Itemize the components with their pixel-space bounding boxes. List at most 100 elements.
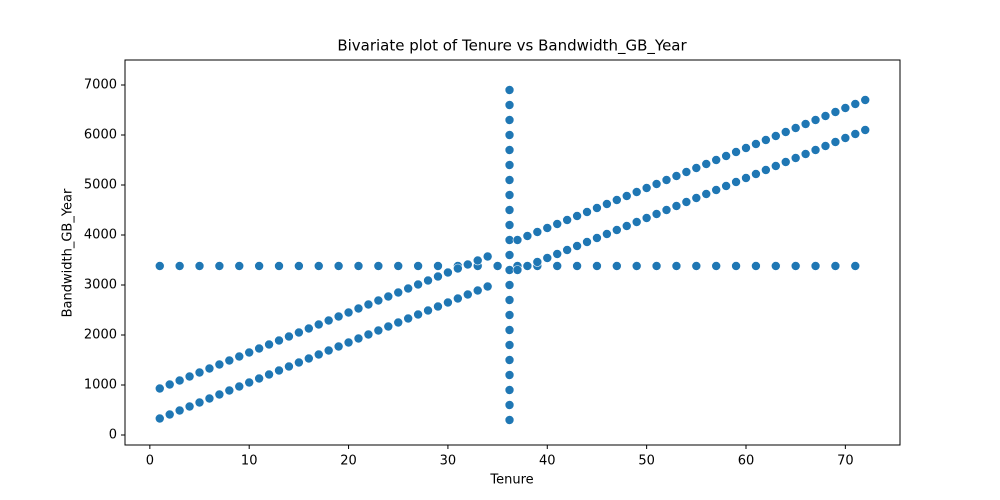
point xyxy=(343,337,354,348)
point xyxy=(204,363,215,374)
point xyxy=(254,261,264,271)
point xyxy=(751,261,761,271)
point xyxy=(661,175,672,185)
point xyxy=(274,335,284,346)
point xyxy=(790,261,801,271)
point xyxy=(504,190,515,200)
point xyxy=(671,261,682,271)
point xyxy=(323,315,334,326)
point xyxy=(504,325,515,335)
point xyxy=(453,263,463,274)
point xyxy=(711,261,721,271)
point xyxy=(403,283,413,294)
point xyxy=(522,261,533,271)
point xyxy=(224,385,235,396)
point xyxy=(504,85,515,95)
point xyxy=(592,233,602,243)
point xyxy=(504,205,515,215)
point xyxy=(612,261,622,271)
point xyxy=(721,151,731,161)
y-tick-label: 0 xyxy=(109,428,117,443)
point xyxy=(751,169,761,179)
point xyxy=(462,289,473,300)
point xyxy=(840,133,851,143)
point xyxy=(504,115,515,125)
point xyxy=(383,321,394,332)
y-tick-label: 3000 xyxy=(84,278,117,293)
point xyxy=(572,241,582,251)
x-tick-label: 30 xyxy=(440,454,457,469)
point xyxy=(284,361,294,372)
point xyxy=(472,255,483,266)
point xyxy=(234,381,245,392)
y-tick-label: 2000 xyxy=(84,328,117,343)
point xyxy=(721,181,731,191)
point xyxy=(363,329,374,340)
point xyxy=(504,295,515,305)
point xyxy=(492,261,503,271)
point xyxy=(504,100,515,110)
point xyxy=(592,203,602,213)
point xyxy=(820,111,831,121)
point xyxy=(393,261,404,271)
point xyxy=(274,261,284,271)
point xyxy=(363,299,374,310)
point xyxy=(572,261,582,271)
point xyxy=(333,261,344,271)
point xyxy=(771,131,781,141)
point xyxy=(353,303,364,314)
point xyxy=(671,171,682,181)
point xyxy=(504,145,515,155)
point xyxy=(860,95,871,105)
point xyxy=(711,185,721,195)
point xyxy=(860,125,871,135)
point xyxy=(651,179,662,189)
point xyxy=(631,187,642,197)
x-tick-label: 70 xyxy=(837,454,854,469)
point xyxy=(184,401,195,412)
point xyxy=(830,261,841,271)
point xyxy=(810,145,821,155)
point xyxy=(780,127,791,137)
point xyxy=(800,119,811,129)
point xyxy=(641,213,652,223)
point xyxy=(651,209,662,219)
point xyxy=(264,339,274,350)
point xyxy=(313,349,324,360)
point xyxy=(304,353,314,364)
point xyxy=(582,207,592,217)
point xyxy=(284,331,294,342)
point xyxy=(532,227,543,237)
point xyxy=(234,261,245,271)
point xyxy=(522,231,533,241)
point xyxy=(413,279,423,290)
x-tick-label: 40 xyxy=(539,454,556,469)
point xyxy=(542,223,553,233)
point xyxy=(562,215,572,225)
point xyxy=(504,280,515,290)
point xyxy=(631,217,642,227)
point xyxy=(194,367,205,378)
x-tick-label: 20 xyxy=(340,454,357,469)
point xyxy=(504,160,515,170)
point xyxy=(741,143,751,153)
point xyxy=(174,375,185,386)
point xyxy=(780,157,791,167)
point xyxy=(830,137,841,147)
point xyxy=(691,163,702,173)
point xyxy=(504,250,515,260)
point xyxy=(413,261,423,271)
point xyxy=(383,291,394,302)
point xyxy=(313,319,324,330)
y-tick-label: 1000 xyxy=(84,378,117,393)
point xyxy=(790,153,801,163)
point xyxy=(810,261,821,271)
point xyxy=(691,261,702,271)
point xyxy=(164,379,175,390)
point xyxy=(333,311,344,322)
point xyxy=(751,139,761,149)
point xyxy=(504,175,515,185)
point xyxy=(462,259,473,270)
point xyxy=(373,295,384,306)
point xyxy=(542,253,553,263)
